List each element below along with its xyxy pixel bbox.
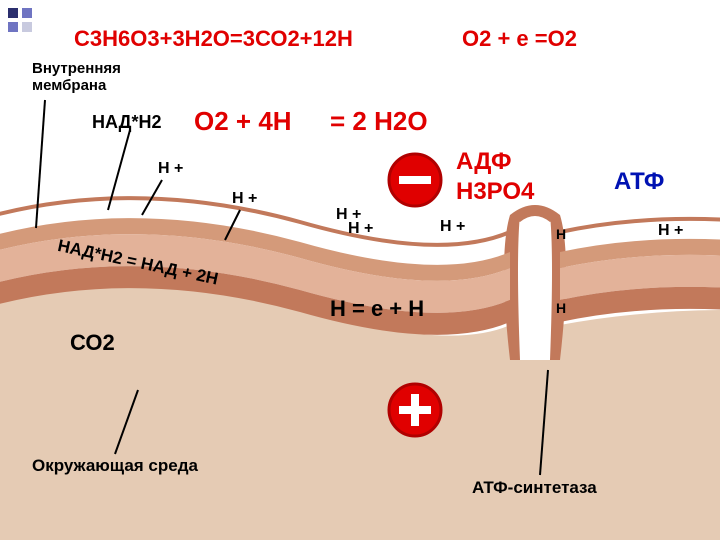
h-plus-2: Н + [232,190,257,208]
label-env: Окружающая среда [32,456,198,476]
label-co2: СО2 [70,330,115,356]
equation-o2-right: = 2 Н2О [330,106,428,137]
h-in-channel-2: Н [556,300,566,316]
pointer-inner-membrane [36,100,45,228]
label-synth: АТФ-синтетаза [472,478,597,498]
label-h3po4: Н3РО4 [456,178,534,206]
equation-heh: Н = е + Н [330,296,424,322]
equation-top-right: О2 + e =О2 [462,26,577,52]
minus-sign [399,176,431,184]
equation-top-left: С3Н6О3+3Н2О=3СО2+12Н [74,26,353,52]
diagram-stage: С3Н6О3+3Н2О=3СО2+12Н О2 + e =О2 Внутренн… [0,0,720,540]
label-nadh2: НАД*Н2 [92,112,162,133]
label-adf: АДФ [456,148,512,176]
label-inner-membrane: Внутренняя мембрана [32,60,121,94]
label-atf: АТФ [614,168,664,196]
h-plus-5: Н + [440,218,465,236]
h-plus-6: Н + [658,222,683,240]
h-plus-4: Н + [348,220,373,238]
channel-top-cap [510,205,560,222]
h-plus-1: Н + [158,160,183,178]
plus-sign-v [411,394,419,426]
h-in-channel-1: Н [556,226,566,242]
equation-o2-left: О2 + 4Н [194,106,292,137]
